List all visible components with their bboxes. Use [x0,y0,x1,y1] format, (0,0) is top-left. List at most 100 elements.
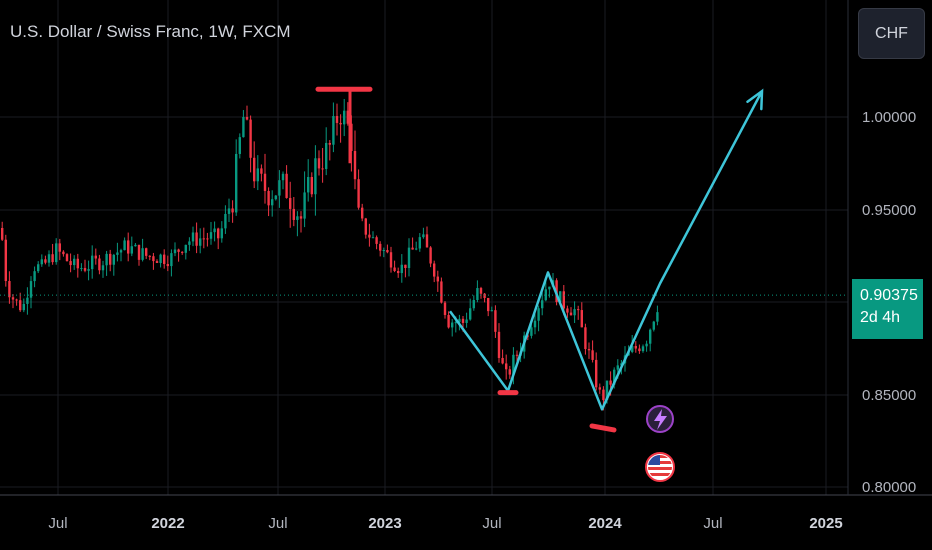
candle [407,238,411,277]
candle [58,238,61,261]
y-tick-label: 0.80000 [862,479,916,496]
candle [242,110,245,138]
candle [116,242,119,262]
candle [98,254,101,275]
candle [224,205,227,234]
x-tick-label: 2023 [368,515,401,532]
candle [29,276,33,309]
y-tick-label: 1.00000 [862,109,916,126]
candle [332,102,335,153]
candle [476,280,479,303]
candle [163,249,166,269]
candle [368,223,371,247]
candle [83,259,87,273]
candle [152,252,155,270]
candle [346,102,349,126]
candle [577,305,580,320]
candle [580,302,583,328]
candle [62,250,65,257]
arrow-head[interactable] [746,88,764,111]
candle [487,297,490,317]
candle [65,253,69,262]
candle [595,352,598,391]
candle [148,255,151,261]
x-tick-label: 2025 [809,515,842,532]
x-tick-label: 2022 [151,515,184,532]
candle [220,221,223,243]
candle [292,197,295,227]
candle [310,172,313,198]
candle [274,194,277,201]
candle [397,267,400,278]
candle [245,105,249,121]
candle [472,295,475,311]
candle [325,127,328,176]
candle [289,181,292,228]
candle [137,244,141,266]
candle [267,187,270,217]
candle [209,221,213,245]
currency-button[interactable]: CHF [858,8,925,59]
candle [253,141,256,189]
candle [443,301,447,319]
last-price-value: 0.90375 [860,287,918,304]
candle [69,253,72,273]
candle [353,130,357,190]
x-tick-label: Jul [703,515,722,532]
candle [155,259,159,264]
candle [51,243,54,265]
candle [37,261,40,274]
candle [260,164,263,182]
candle [400,254,403,283]
candle [55,238,58,265]
candle [44,255,47,265]
candle [127,232,130,262]
x-tick-label: 2024 [588,515,622,532]
candle [505,354,508,380]
candle [170,249,173,277]
chart-grid [0,0,848,495]
candle [130,236,133,257]
candle [191,226,195,247]
us-flag-icon[interactable] [645,452,675,482]
candle [425,226,429,248]
candle [199,228,202,254]
candle [634,341,637,353]
candle [249,115,252,173]
candle [1,221,4,242]
candle [566,305,569,318]
candle [40,254,43,267]
candle [202,227,205,249]
candle [537,305,540,332]
candle [278,170,281,208]
candle [76,253,79,278]
candle [371,231,375,239]
candle [285,165,288,199]
candle [296,211,299,237]
candle [422,227,425,239]
candle [173,242,177,257]
candle [195,222,198,254]
candle [382,247,385,258]
candle [177,248,180,262]
level-marker[interactable] [589,423,617,433]
candle [101,260,105,278]
candle [134,243,137,247]
candle [364,217,367,239]
x-tick-label: Jul [482,515,501,532]
axes: 1.000000.950000.900000.850000.80000Jul20… [0,0,932,532]
candle [91,245,94,279]
candle [548,286,551,298]
zigzag-trendline[interactable] [448,90,764,411]
candle [112,253,115,276]
y-tick-label: 0.85000 [862,387,916,404]
lightning-icon[interactable] [646,405,674,433]
candle [508,365,511,379]
drawings[interactable] [315,86,764,433]
candle [19,292,22,312]
candle [638,344,641,354]
candle [299,211,303,233]
candle [598,383,601,394]
candle [206,232,209,247]
